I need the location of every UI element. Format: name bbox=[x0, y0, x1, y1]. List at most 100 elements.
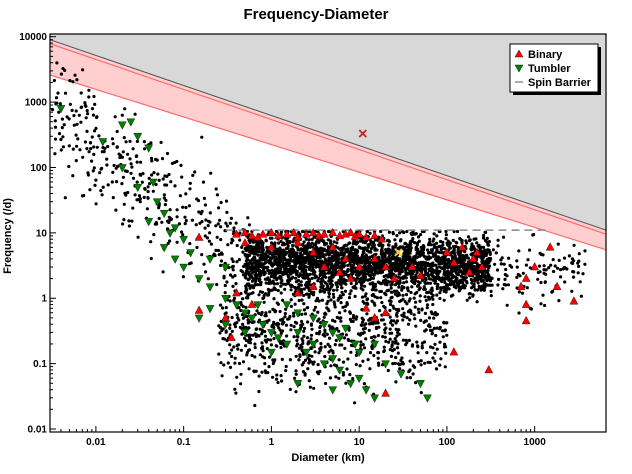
tumbler-point bbox=[165, 229, 175, 238]
tumbler-point bbox=[354, 374, 364, 384]
tumbler-point bbox=[179, 235, 188, 245]
binary-point bbox=[247, 299, 257, 308]
tumbler-point bbox=[274, 334, 283, 343]
tumbler-point bbox=[152, 198, 162, 207]
binary-point bbox=[442, 247, 452, 256]
x-tick-label: 0.1 bbox=[177, 437, 191, 448]
x-tick-label: 100 bbox=[439, 437, 456, 448]
tumbler-point bbox=[328, 329, 338, 338]
tumbler-point bbox=[282, 301, 292, 310]
tumbler-point bbox=[194, 314, 204, 323]
tumbler-point bbox=[205, 283, 215, 292]
binary-point bbox=[346, 273, 355, 282]
binary-point bbox=[289, 227, 299, 237]
tumbler-point bbox=[186, 249, 195, 258]
binary-point bbox=[545, 242, 555, 251]
binary-point bbox=[232, 288, 241, 297]
tumbler-point bbox=[319, 360, 329, 369]
tumbler-point bbox=[346, 380, 355, 389]
tumbler-point bbox=[179, 263, 188, 272]
tumbler-point bbox=[293, 329, 303, 338]
tumbler-point bbox=[117, 121, 127, 130]
tumbler-point bbox=[341, 324, 350, 333]
x-tick-label: 0.01 bbox=[86, 437, 106, 448]
binary-point bbox=[328, 242, 338, 251]
barrier-band bbox=[50, 39, 606, 250]
tumbler-point bbox=[144, 144, 154, 153]
y-tick-label: 10000 bbox=[19, 32, 47, 43]
binary-point bbox=[319, 229, 329, 238]
binary-point bbox=[308, 227, 318, 237]
binary-point bbox=[407, 262, 417, 271]
binary-point bbox=[258, 229, 268, 238]
binary-point bbox=[381, 388, 390, 397]
binary-point bbox=[569, 296, 579, 305]
tumbler-point bbox=[354, 348, 364, 358]
binary-point bbox=[227, 332, 236, 341]
binary-point bbox=[293, 238, 303, 247]
binary-point bbox=[194, 305, 204, 314]
tumbler-point bbox=[416, 380, 425, 389]
tumbler-point bbox=[240, 309, 250, 318]
binary-point bbox=[247, 230, 257, 240]
binary-point bbox=[449, 347, 459, 356]
binary-point bbox=[449, 257, 459, 266]
y-tick-label: 100 bbox=[30, 163, 47, 174]
binary-point bbox=[232, 229, 241, 238]
tumbler-point bbox=[240, 329, 250, 338]
tumbler-point bbox=[205, 305, 215, 314]
tumbler-point bbox=[56, 105, 66, 114]
tumbler-point bbox=[335, 366, 345, 375]
binary-point bbox=[472, 247, 482, 256]
tumbler-point bbox=[293, 309, 303, 318]
binary-point bbox=[308, 247, 318, 256]
y-tick-label: 1000 bbox=[25, 98, 48, 109]
tumbler-point bbox=[247, 314, 257, 323]
tumbler-point bbox=[396, 370, 406, 379]
binary-point bbox=[293, 288, 303, 297]
tumbler-point bbox=[335, 334, 345, 343]
barrier-line bbox=[50, 43, 606, 235]
legend: Binary Tumbler Spin Barrier bbox=[509, 43, 601, 95]
x-tick-label: 10 bbox=[354, 437, 366, 448]
tumbler-point bbox=[194, 275, 204, 284]
tumbler-point bbox=[328, 386, 338, 395]
barrier-marker-x bbox=[358, 129, 367, 138]
legend-tumbler-marker bbox=[514, 64, 524, 73]
tumbler-point bbox=[232, 301, 241, 310]
binary-point bbox=[240, 238, 250, 247]
legend-binary-marker bbox=[514, 49, 524, 58]
binary-point bbox=[370, 312, 379, 322]
tumbler-point bbox=[361, 386, 371, 395]
binary-point bbox=[370, 253, 379, 263]
x-axis-label: Diameter (km) bbox=[291, 452, 365, 464]
chart-title: Frequency-Diameter bbox=[243, 6, 389, 23]
binary-point bbox=[319, 262, 329, 271]
x-tick-label: 1 bbox=[269, 437, 275, 448]
binary-point bbox=[458, 242, 467, 251]
binary-point bbox=[516, 281, 526, 290]
binary-point bbox=[194, 232, 204, 241]
binary-point bbox=[274, 230, 283, 240]
highlight-marker-x bbox=[394, 248, 403, 257]
binary-series bbox=[194, 227, 579, 397]
tumbler-point bbox=[253, 301, 263, 310]
binary-point bbox=[354, 229, 364, 238]
binary-point bbox=[335, 267, 345, 276]
binary-point bbox=[301, 229, 311, 238]
tumbler-point bbox=[133, 133, 143, 142]
lower-barrier-line bbox=[50, 74, 606, 251]
upper-barrier-line bbox=[50, 39, 606, 231]
tumbler-point bbox=[267, 348, 276, 358]
binary-point bbox=[346, 227, 355, 237]
tumbler-point bbox=[144, 218, 154, 227]
legend-label: Tumbler bbox=[528, 63, 571, 75]
tumbler-point bbox=[205, 255, 215, 264]
binary-point bbox=[521, 273, 531, 282]
tumbler-point bbox=[308, 340, 318, 349]
tumbler-point bbox=[221, 321, 230, 330]
tumbler-point bbox=[308, 314, 318, 323]
tumbler-point bbox=[370, 394, 379, 403]
binary-point bbox=[341, 253, 350, 263]
